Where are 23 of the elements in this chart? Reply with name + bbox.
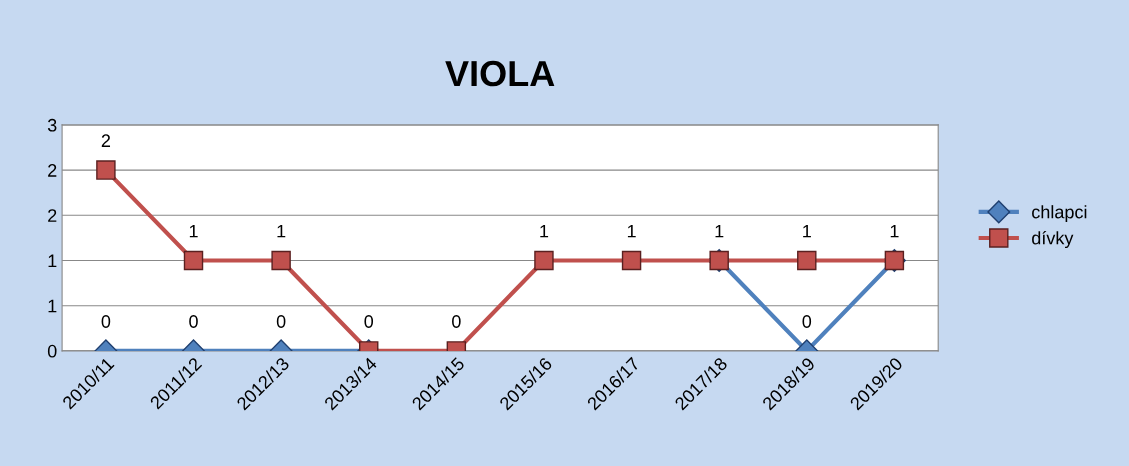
data-label: 1 <box>803 224 811 238</box>
y-tick-label: 2 <box>48 209 57 222</box>
chart-title: VIOLA <box>445 60 555 87</box>
data-label: 1 <box>277 224 286 238</box>
y-tick-label: 3 <box>47 118 57 132</box>
data-label: 1 <box>890 224 899 238</box>
data-label: 0 <box>364 315 374 328</box>
y-tick-label: 1 <box>48 254 57 268</box>
data-label: 0 <box>276 315 286 328</box>
y-tick-label: 1 <box>48 299 57 313</box>
data-label: 2 <box>101 134 111 147</box>
data-label: 1 <box>715 224 724 238</box>
data-label: 0 <box>452 315 461 328</box>
data-label: 0 <box>101 315 111 328</box>
legend-label: chlapci <box>1032 205 1087 222</box>
data-label: 0 <box>802 315 812 328</box>
data-label: 0 <box>189 315 198 328</box>
legend-label: dívky <box>1032 231 1074 249</box>
data-label: 1 <box>189 224 198 238</box>
y-tick-label: 2 <box>48 164 57 177</box>
data-label: 1 <box>540 224 549 238</box>
data-label: 1 <box>627 224 636 238</box>
y-tick-label: 0 <box>47 344 57 358</box>
